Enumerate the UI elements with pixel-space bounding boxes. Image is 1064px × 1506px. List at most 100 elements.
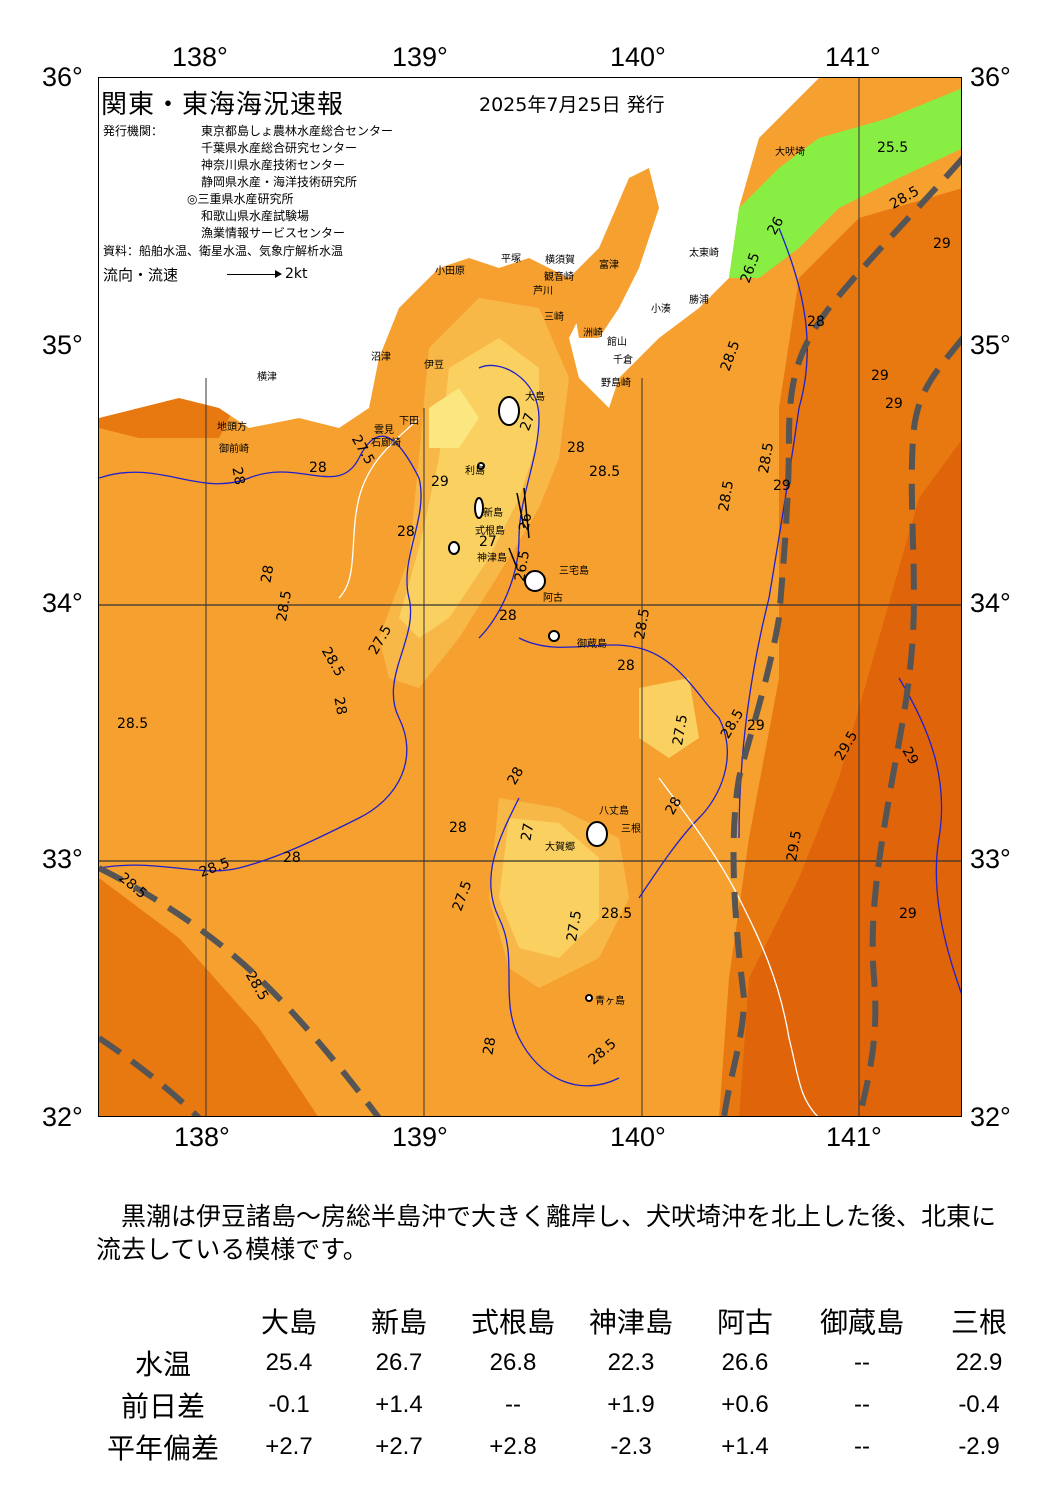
top-lon-139: 139° xyxy=(392,42,448,72)
table-cell: +2.7 xyxy=(375,1433,423,1460)
sst-label: 28 xyxy=(330,695,350,717)
legend-arrow xyxy=(227,274,279,275)
left-lat-36: 36° xyxy=(42,62,83,92)
sst-label: 28 xyxy=(309,460,327,476)
place-label: 小湊 xyxy=(651,304,671,315)
place-label: 大賀郷 xyxy=(545,842,575,853)
place-label: 神津島 xyxy=(477,553,507,564)
row-header: 前日差 xyxy=(120,1390,205,1423)
issuer-7: 漁業情報サービスセンター xyxy=(201,226,346,240)
island-kozushima xyxy=(448,541,460,555)
place-label: 千倉 xyxy=(613,355,633,366)
sst-label: 27 xyxy=(479,534,497,550)
place-label: 三崎 xyxy=(544,312,564,323)
place-label: 三根 xyxy=(621,824,641,835)
island-oshima xyxy=(498,396,520,426)
table-cell: 22.9 xyxy=(955,1349,1003,1376)
place-label: 利島 xyxy=(465,466,485,477)
island-aogashima xyxy=(585,994,593,1002)
kuroshio-axis-sw xyxy=(99,865,382,1116)
map-title: 関東・東海海況速報 xyxy=(101,90,345,120)
place-label: 横津 xyxy=(257,372,277,383)
place-label: 沼津 xyxy=(371,352,391,363)
place-label: 伊豆 xyxy=(424,360,444,371)
contour-line-3 xyxy=(478,364,540,639)
table-cell: +1.4 xyxy=(375,1391,423,1418)
place-label: 雲見 xyxy=(374,425,394,436)
place-label: 阿古 xyxy=(543,593,563,604)
sst-label: 28 xyxy=(567,440,585,456)
table-row: 平年偏差 +2.7 +2.7 +2.8 -2.3 +1.4 -- -2.9 xyxy=(92,1426,1034,1468)
place-label: 小田原 xyxy=(435,266,465,277)
sst-label: 28 xyxy=(480,1035,500,1057)
contour-line-6 xyxy=(490,797,620,1087)
sst-label: 28 xyxy=(617,658,635,674)
table-cell: -- xyxy=(854,1391,870,1418)
table-cell: -2.9 xyxy=(958,1433,1000,1460)
table-row: 水温 25.4 26.7 26.8 22.3 26.6 -- 22.9 xyxy=(92,1342,1034,1384)
sst-label: 28.5 xyxy=(117,716,149,732)
column-header: 式根島 xyxy=(470,1306,555,1339)
sst-label: 28 xyxy=(258,563,278,585)
right-lat-36: 36° xyxy=(970,62,1011,92)
table-row: 前日差 -0.1 +1.4 -- +1.9 +0.6 -- -0.4 xyxy=(92,1384,1034,1426)
place-label: 御前崎 xyxy=(219,444,249,455)
land-boso xyxy=(569,168,659,338)
left-lat-32: 32° xyxy=(42,1102,83,1132)
sst-label: 28 xyxy=(397,524,415,540)
row-header: 水温 xyxy=(134,1348,191,1381)
row-header: 平年偏差 xyxy=(106,1432,219,1465)
island-mikurajima xyxy=(548,630,560,642)
place-label: 新島 xyxy=(483,508,503,519)
place-label: 下田 xyxy=(399,416,419,427)
bottom-lon-138: 138° xyxy=(174,1122,230,1152)
top-lon-140: 140° xyxy=(610,42,666,72)
column-header: 阿古 xyxy=(716,1306,773,1339)
sst-label: 29 xyxy=(885,396,903,412)
hot-water-core xyxy=(739,440,961,1116)
table-cell: +1.4 xyxy=(721,1433,769,1460)
bottom-lon-141: 141° xyxy=(826,1122,882,1152)
table-cell: 26.8 xyxy=(489,1349,537,1376)
current-arrow xyxy=(516,492,525,529)
table-cell: +2.8 xyxy=(489,1433,537,1460)
legend-label: 流向・流速 xyxy=(103,266,179,284)
left-lat-33: 33° xyxy=(42,844,83,874)
land-kanto xyxy=(99,78,819,428)
sst-label: 28 xyxy=(283,850,301,866)
sst-table: 大島 新島 式根島 神津島 阿古 御蔵島 三根 水温 25.4 26.7 26.… xyxy=(92,1300,1034,1468)
right-lat-34: 34° xyxy=(970,588,1011,618)
table-cell: -0.4 xyxy=(958,1391,1000,1418)
left-lat-35: 35° xyxy=(42,330,83,360)
contour-line-1 xyxy=(99,435,422,872)
contour-line-4 xyxy=(338,417,420,599)
sst-label: 28 xyxy=(228,465,248,487)
place-label: 石廊崎 xyxy=(371,438,401,449)
place-label: 大吠埼 xyxy=(775,147,805,158)
place-label: 観音崎 xyxy=(544,272,574,283)
issuer-5: ◎三重県水産研究所 xyxy=(187,192,294,206)
column-header: 神津島 xyxy=(588,1306,673,1339)
coolest-water-sagami xyxy=(429,388,479,448)
table-cell: -0.1 xyxy=(268,1391,310,1418)
table-corner xyxy=(92,1300,234,1342)
current-arrow xyxy=(523,487,530,539)
table-cell: -- xyxy=(505,1391,521,1418)
kuroshio-axis-outer xyxy=(856,336,961,1116)
issue-date: 2025年7月25日 発行 xyxy=(479,94,665,116)
left-lat-34: 34° xyxy=(42,588,83,618)
island-miyakejima xyxy=(524,570,546,592)
data-source: 資料：船舶水温、衛星水温、気象庁解析水温 xyxy=(103,244,344,258)
legend-arrowhead-icon xyxy=(275,270,282,278)
warm-water-sw xyxy=(99,878,318,1116)
right-lat-32: 32° xyxy=(970,1102,1011,1132)
table-header-row: 大島 新島 式根島 神津島 阿古 御蔵島 三根 xyxy=(92,1300,1034,1342)
legend-speed: 2kt xyxy=(285,266,308,282)
sst-label: 28.5 xyxy=(601,906,633,922)
sst-label: 25.5 xyxy=(877,140,909,156)
sst-label: 29 xyxy=(773,478,791,494)
table-cell: +2.7 xyxy=(265,1433,313,1460)
table-cell: 26.6 xyxy=(721,1349,769,1376)
coastal-green xyxy=(729,88,961,278)
sst-label: 29 xyxy=(933,236,951,252)
